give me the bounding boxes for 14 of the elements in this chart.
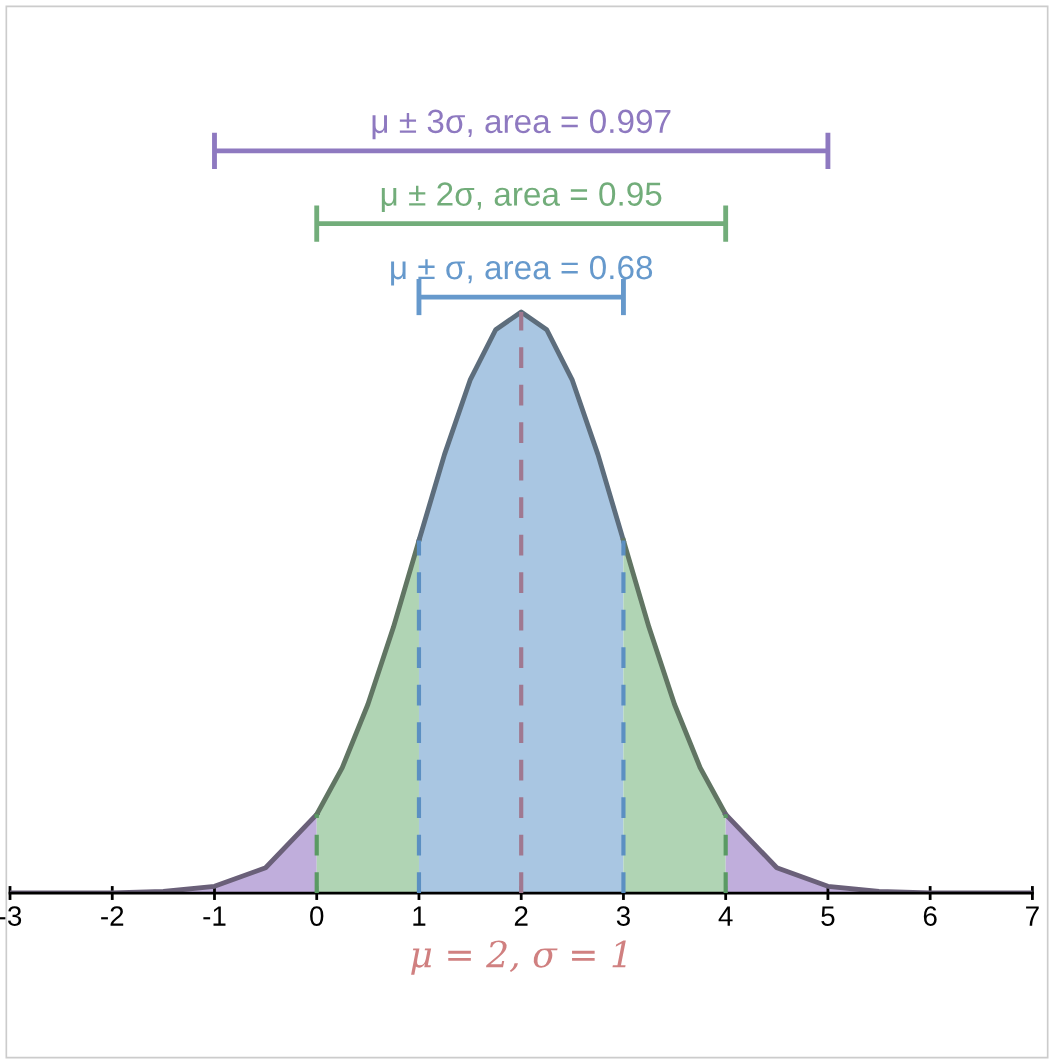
series-label: μ ± σ, area = 0.68 <box>391 255 653 286</box>
x-tick-label: 1 <box>413 906 426 926</box>
x-tick-label: 6 <box>923 906 937 926</box>
x-tick-label: 7 <box>1026 906 1039 926</box>
series-label: μ ± 3σ, area = 0.997 <box>372 109 671 140</box>
x-tick-label: 5 <box>821 906 835 926</box>
x-tick-label: -1 <box>203 906 226 926</box>
x-tick-label: 2 <box>514 906 528 926</box>
series-label: μ ± 2σ, area = 0.95 <box>381 182 662 212</box>
x-tick-label: 4 <box>718 906 733 926</box>
x-tick-label: 0 <box>310 906 324 926</box>
x-tick-label: 3 <box>616 906 630 926</box>
x-tick-label: -2 <box>101 906 124 926</box>
x-axis-title: μ = 2, σ = 1 <box>411 940 626 975</box>
